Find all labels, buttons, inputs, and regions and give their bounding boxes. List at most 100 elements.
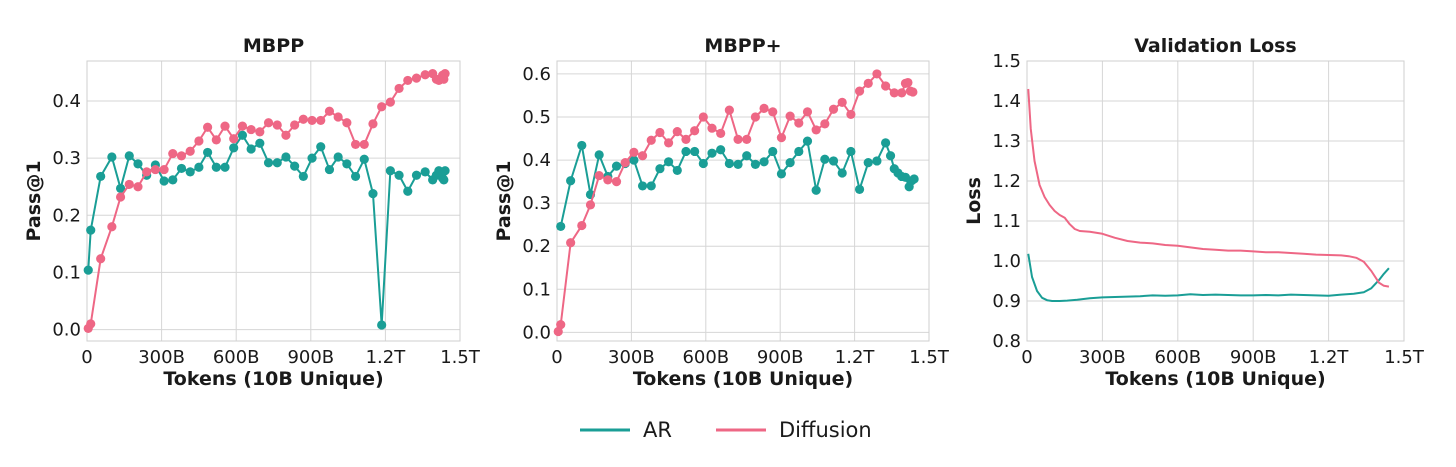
- data-point-diffusion: [115, 192, 126, 202]
- series-line-diffusion: [1027, 88, 1390, 288]
- data-point-ar: [107, 152, 117, 162]
- data-point-ar: [115, 183, 126, 194]
- data-point-ar: [377, 320, 387, 330]
- data-point-diffusion: [96, 254, 106, 264]
- data-point-ar: [785, 158, 795, 168]
- data-point-ar: [350, 171, 361, 182]
- data-point-diffusion: [733, 134, 743, 144]
- data-point-diffusion: [846, 109, 856, 120]
- y-tick-label: 1.4: [992, 91, 1021, 112]
- x-tick-label: 900B: [757, 347, 804, 368]
- data-point-diffusion: [577, 220, 587, 231]
- data-point-ar: [794, 146, 804, 157]
- data-point-diffusion: [903, 77, 913, 88]
- data-point-diffusion: [759, 103, 769, 113]
- data-point-diffusion: [811, 125, 821, 135]
- data-point-diffusion: [203, 122, 213, 132]
- data-point-ar: [768, 146, 778, 157]
- data-point-diffusion: [168, 148, 178, 159]
- data-point-diffusion: [86, 319, 96, 329]
- data-point-ar: [846, 146, 856, 157]
- data-point-ar: [168, 175, 178, 185]
- data-point-diffusion: [159, 164, 169, 175]
- data-point-ar: [854, 184, 865, 194]
- data-point-ar: [733, 159, 743, 169]
- data-point-ar: [724, 158, 734, 169]
- data-point-ar: [342, 159, 352, 169]
- data-point-diffusion: [359, 139, 369, 150]
- data-point-diffusion: [724, 105, 734, 115]
- data-point-ar: [255, 138, 265, 148]
- data-point-diffusion: [881, 81, 891, 91]
- data-point-ar: [881, 138, 891, 148]
- data-point-diffusion: [368, 119, 378, 129]
- data-point-diffusion: [176, 151, 187, 161]
- data-point-diffusion: [150, 164, 160, 175]
- y-tick-label: 1.2: [992, 171, 1021, 192]
- data-point-diffusion: [629, 147, 639, 157]
- y-axis-label: Pass@1: [493, 160, 515, 241]
- x-tick-label: 0: [81, 347, 92, 368]
- data-point-ar: [681, 146, 691, 157]
- data-point-diffusion: [556, 320, 566, 330]
- data-point-diffusion: [385, 97, 395, 107]
- data-point-diffusion: [889, 88, 899, 98]
- data-point-ar: [263, 158, 274, 168]
- data-point-diffusion: [863, 78, 873, 88]
- chart-panel-0: 0 300B 600B 900B 1.2T 1.5T 0.0 0.1 0.2 0.3 0.4 MBPP…: [23, 35, 481, 390]
- data-point-diffusion: [828, 104, 839, 114]
- y-tick-label: 0.8: [992, 331, 1021, 352]
- data-point-diffusion: [594, 170, 604, 181]
- y-tick-label: 1.1: [992, 211, 1021, 232]
- x-tick-label: 300B: [1079, 347, 1126, 368]
- data-point-ar: [298, 171, 308, 182]
- y-tick-label: 0.4: [52, 91, 81, 112]
- data-point-diffusion: [716, 128, 726, 138]
- data-point-diffusion: [440, 68, 450, 79]
- data-point-diffusion: [194, 136, 204, 146]
- legend-label-ar: AR: [643, 418, 672, 442]
- data-point-ar: [359, 154, 369, 164]
- data-point-diffusion: [802, 107, 813, 117]
- data-point-ar: [411, 170, 422, 180]
- data-point-diffusion: [185, 146, 195, 156]
- x-axis-label: Tokens (10B Unique): [633, 368, 853, 390]
- data-point-diffusion: [698, 112, 708, 122]
- data-point-diffusion: [655, 127, 665, 138]
- data-point-diffusion: [333, 112, 343, 122]
- y-tick-label: 0.4: [522, 150, 551, 171]
- data-point-diffusion: [897, 88, 907, 98]
- data-point-diffusion: [220, 121, 230, 131]
- y-tick-label: 0.3: [522, 193, 551, 214]
- data-point-ar: [802, 136, 813, 146]
- data-point-diffusion: [377, 102, 387, 112]
- data-point-diffusion: [107, 222, 117, 232]
- plot-frame: [1026, 60, 1405, 342]
- x-tick-label: 0: [1021, 347, 1032, 368]
- y-tick-label: 0.0: [52, 320, 81, 341]
- data-point-ar: [307, 153, 317, 163]
- data-point-ar: [556, 221, 566, 232]
- data-point-diffusion: [768, 107, 778, 117]
- data-point-diffusion: [255, 127, 265, 137]
- y-tick-label: 0.1: [52, 262, 81, 283]
- data-point-diffusion: [403, 75, 413, 86]
- legend: AR Diffusion: [580, 418, 872, 442]
- y-tick-label: 1.3: [992, 131, 1021, 152]
- data-point-diffusion: [872, 69, 882, 79]
- data-point-diffusion: [142, 167, 152, 177]
- y-tick-label: 0.9: [992, 291, 1021, 312]
- data-point-diffusion: [342, 118, 352, 128]
- x-tick-label: 900B: [1230, 347, 1277, 368]
- y-tick-label: 1.5: [992, 51, 1021, 72]
- data-point-diffusion: [229, 134, 239, 144]
- y-tick-label: 0.2: [52, 205, 81, 226]
- data-point-diffusion: [237, 121, 248, 131]
- data-point-diffusion: [820, 119, 830, 129]
- data-point-diffusion: [272, 120, 282, 130]
- data-point-ar: [776, 169, 787, 179]
- data-point-diffusion: [646, 135, 656, 145]
- series-line-ar: [1027, 253, 1390, 302]
- legend-label-diffusion: Diffusion: [779, 418, 872, 442]
